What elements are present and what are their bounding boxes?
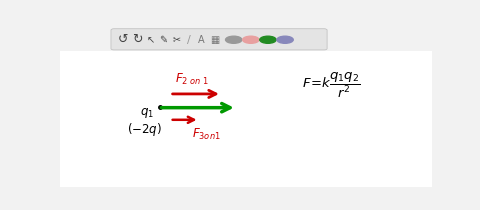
Circle shape (226, 36, 242, 43)
Text: ↻: ↻ (132, 33, 143, 46)
Text: A: A (198, 35, 204, 45)
FancyBboxPatch shape (60, 51, 432, 187)
Text: $F_{3on1}$: $F_{3on1}$ (192, 127, 221, 142)
Text: $(-2q)$: $(-2q)$ (127, 121, 162, 138)
Circle shape (277, 36, 293, 43)
Text: $F_{2\ on\ 1}$: $F_{2\ on\ 1}$ (175, 72, 209, 87)
Text: ↖: ↖ (146, 35, 155, 45)
Text: ↺: ↺ (118, 33, 129, 46)
Text: /: / (187, 35, 191, 45)
Text: ✂: ✂ (173, 35, 181, 45)
Text: $q_1$: $q_1$ (141, 106, 155, 120)
Text: $F\!=\!k\dfrac{q_1 q_2}{r^2}$: $F\!=\!k\dfrac{q_1 q_2}{r^2}$ (302, 70, 361, 100)
Text: ✎: ✎ (159, 35, 168, 45)
Circle shape (260, 36, 276, 43)
Circle shape (243, 36, 259, 43)
Text: ▦: ▦ (210, 35, 219, 45)
FancyBboxPatch shape (111, 29, 327, 50)
